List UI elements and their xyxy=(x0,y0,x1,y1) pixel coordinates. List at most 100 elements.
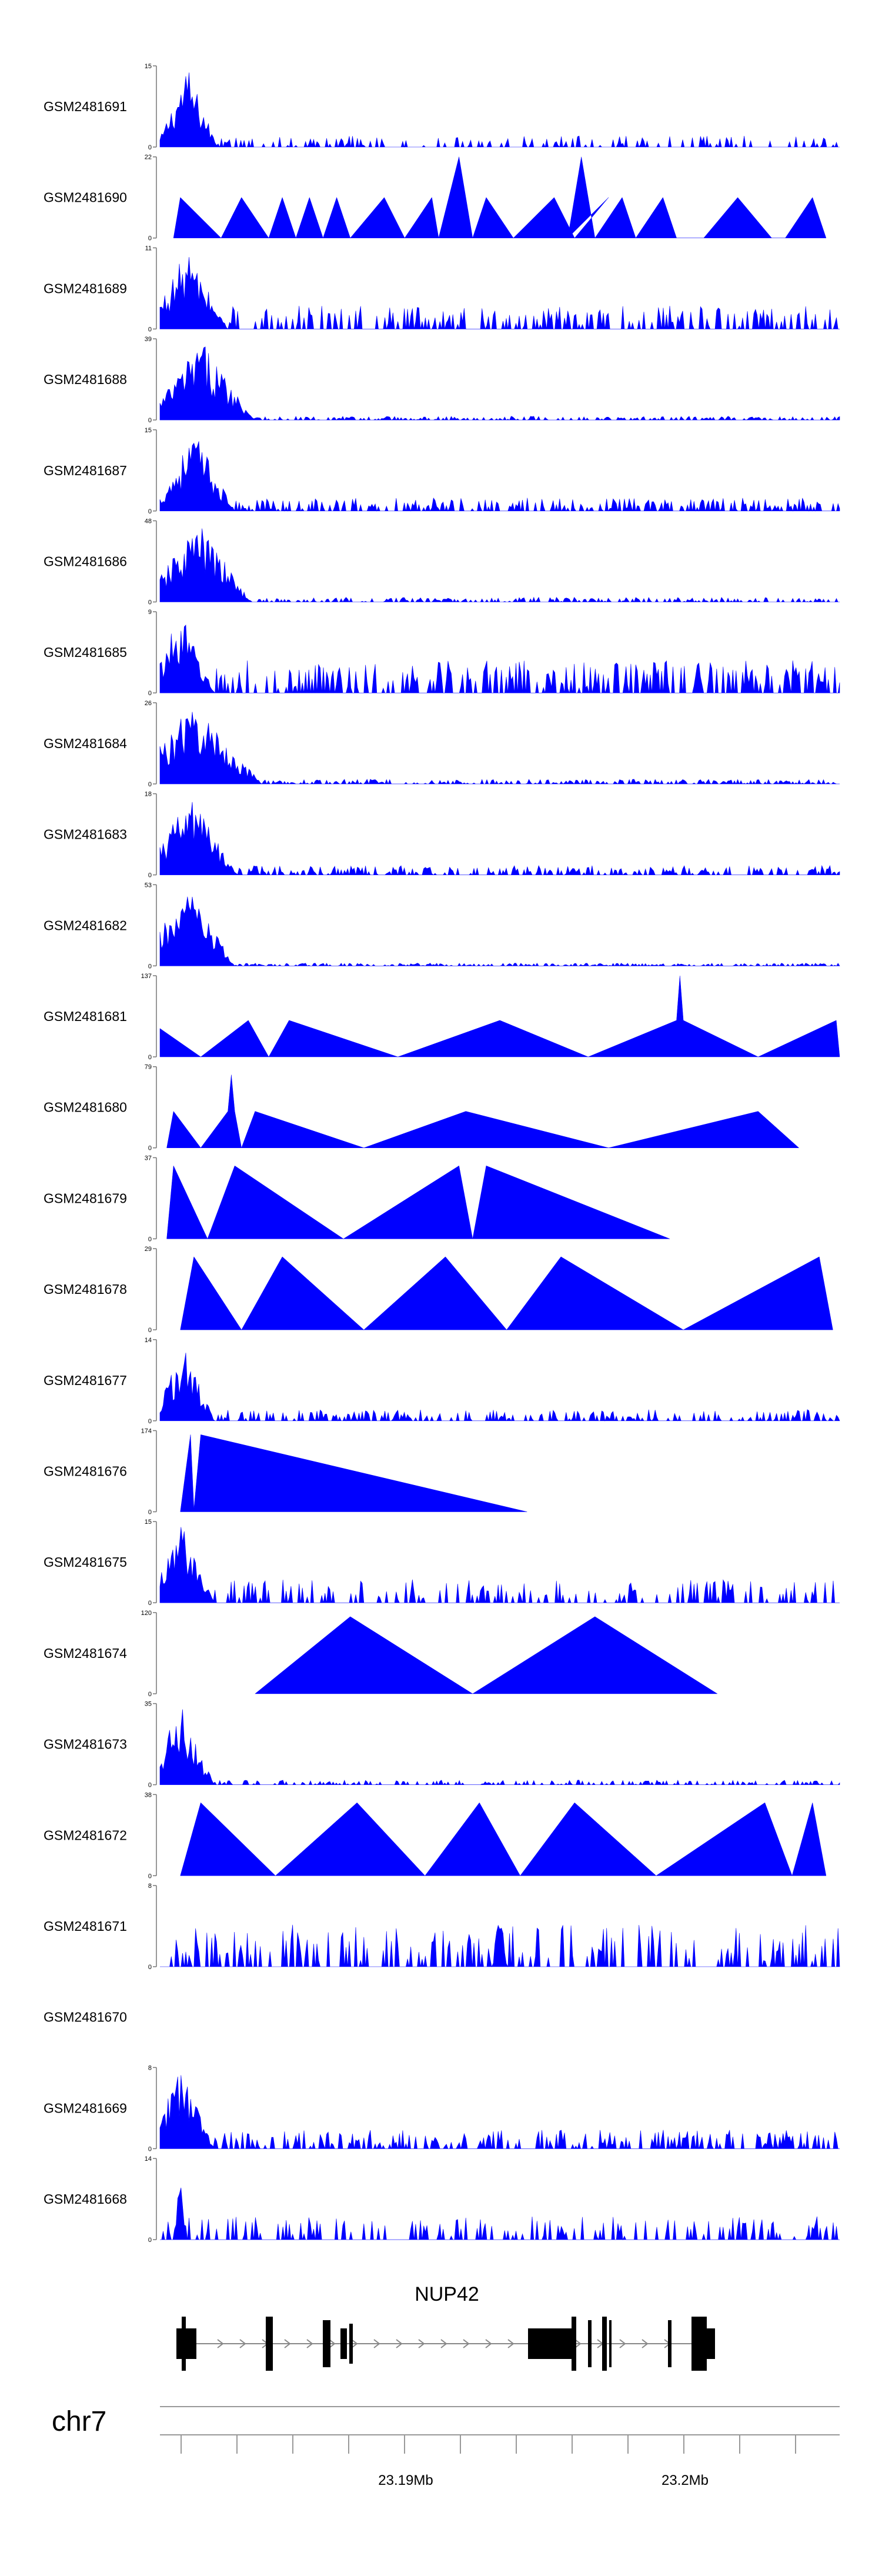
y-tick-label-zero: 0 xyxy=(148,1964,152,1971)
y-tick-label-max: 35 xyxy=(145,1701,152,1708)
track-label: GSM2481681 xyxy=(44,1009,127,1024)
y-tick-label-max: 174 xyxy=(141,1428,152,1435)
y-tick-label-max: 48 xyxy=(145,518,152,525)
track-GSM2481678: GSM2481678 29 0 xyxy=(44,1246,833,1334)
strand-arrow xyxy=(217,2339,224,2348)
gene-exon xyxy=(266,2317,273,2371)
track-GSM2481676: GSM2481676 174 0 xyxy=(44,1428,527,1516)
y-tick-label-zero: 0 xyxy=(148,599,152,606)
gene-exon xyxy=(602,2317,607,2371)
y-tick-label-zero: 0 xyxy=(148,508,152,515)
track-GSM2481669: GSM2481669 8 0 xyxy=(44,2064,840,2153)
coverage-area xyxy=(159,528,840,603)
gene-exon xyxy=(691,2317,707,2371)
y-tick-label-max: 120 xyxy=(141,1610,152,1617)
coverage-area xyxy=(159,1353,840,1422)
coverage-area xyxy=(166,1075,799,1149)
y-tick-label-zero: 0 xyxy=(148,144,152,151)
track-label: GSM2481675 xyxy=(44,1554,127,1570)
strand-arrow xyxy=(440,2339,447,2348)
gene-exon xyxy=(323,2320,330,2367)
strand-arrow xyxy=(396,2339,403,2348)
y-tick-label-max: 37 xyxy=(145,1154,152,1162)
gene-exon xyxy=(349,2324,353,2364)
track-GSM2481677: GSM2481677 14 0 xyxy=(44,1337,840,1425)
y-tick-label-max: 11 xyxy=(145,245,152,252)
y-tick-label-zero: 0 xyxy=(148,1509,152,1516)
strand-arrow xyxy=(574,2339,582,2348)
y-tick-label-zero: 0 xyxy=(148,2237,152,2244)
track-label: GSM2481688 xyxy=(44,372,127,387)
track-label: GSM2481672 xyxy=(44,1827,127,1843)
y-tick-label-max: 79 xyxy=(145,1064,152,1071)
y-tick-label-zero: 0 xyxy=(148,1600,152,1607)
coverage-area xyxy=(166,1165,670,1240)
coverage-area xyxy=(159,975,840,1057)
track-label: GSM2481673 xyxy=(44,1737,127,1752)
track-label: GSM2481690 xyxy=(44,190,127,205)
track-GSM2481672: GSM2481672 38 0 xyxy=(44,1791,827,1880)
strand-arrow xyxy=(373,2339,380,2348)
coverage-area xyxy=(159,1709,840,1786)
y-tick-label-max: 8 xyxy=(148,1883,152,1890)
track-label: GSM2481678 xyxy=(44,1282,127,1297)
track-GSM2481687: GSM2481687 15 0 xyxy=(44,427,840,515)
y-tick-label-zero: 0 xyxy=(148,963,152,970)
y-tick-label-zero: 0 xyxy=(148,1236,152,1243)
y-tick-label-zero: 0 xyxy=(148,1782,152,1789)
gene-exon xyxy=(572,2317,576,2371)
coverage-area xyxy=(173,156,827,239)
coverage-area xyxy=(180,1256,833,1330)
track-label: GSM2481686 xyxy=(44,554,127,569)
y-tick-label-max: 14 xyxy=(145,1337,152,1344)
track-GSM2481673: GSM2481673 35 0 xyxy=(44,1701,840,1789)
y-tick-label-max: 15 xyxy=(145,63,152,70)
track-GSM2481675: GSM2481675 15 0 xyxy=(44,1519,840,1607)
coverage-area xyxy=(159,2075,840,2150)
chromosome-label: chr7 xyxy=(52,2406,106,2437)
track-label: GSM2481682 xyxy=(44,917,127,933)
coverage-area xyxy=(159,346,840,421)
coverage-area xyxy=(159,802,840,876)
coverage-area xyxy=(160,1924,840,1968)
strand-arrow xyxy=(418,2339,425,2348)
y-tick-label-max: 8 xyxy=(148,2064,152,2071)
track-label: GSM2481691 xyxy=(44,99,127,114)
y-tick-label-max: 53 xyxy=(145,882,152,889)
coverage-area xyxy=(159,257,840,330)
gene-exon xyxy=(528,2328,572,2359)
strand-arrow xyxy=(306,2339,313,2348)
axis-label-23.2mb: 23.2Mb xyxy=(662,2472,709,2488)
strand-arrow xyxy=(329,2339,336,2348)
coverage-area xyxy=(159,712,840,785)
y-tick-label-zero: 0 xyxy=(148,417,152,424)
track-label: GSM2481685 xyxy=(44,645,127,660)
track-GSM2481668: GSM2481668 14 0 xyxy=(44,2155,840,2244)
track-label: GSM2481676 xyxy=(44,1464,127,1479)
track-GSM2481686: GSM2481686 48 0 xyxy=(44,518,840,606)
y-tick-label-zero: 0 xyxy=(148,1327,152,1334)
strand-arrow xyxy=(485,2339,492,2348)
y-tick-label-max: 26 xyxy=(145,700,152,707)
gene-exon xyxy=(176,2328,196,2359)
y-tick-label-zero: 0 xyxy=(148,690,152,697)
gene-model: NUP42 xyxy=(176,2283,715,2371)
track-label: GSM2481671 xyxy=(44,1918,127,1934)
y-tick-label-zero: 0 xyxy=(148,1054,152,1061)
track-label: GSM2481687 xyxy=(44,463,127,478)
track-GSM2481691: GSM2481691 15 0 xyxy=(44,63,840,151)
y-tick-label-max: 137 xyxy=(141,973,152,980)
y-tick-label-zero: 0 xyxy=(148,781,152,788)
track-GSM2481674: GSM2481674 120 0 xyxy=(44,1610,718,1698)
y-tick-label-zero: 0 xyxy=(148,1418,152,1425)
coverage-area xyxy=(159,1527,840,1604)
strand-arrow xyxy=(284,2339,291,2348)
track-label: GSM2481680 xyxy=(44,1100,127,1115)
track-label: GSM2481683 xyxy=(44,827,127,842)
coverage-area xyxy=(159,624,840,693)
y-tick-label-zero: 0 xyxy=(148,1873,152,1880)
track-GSM2481684: GSM2481684 26 0 xyxy=(44,700,840,788)
track-label: GSM2481684 xyxy=(44,736,127,751)
y-tick-label-max: 22 xyxy=(145,154,152,161)
